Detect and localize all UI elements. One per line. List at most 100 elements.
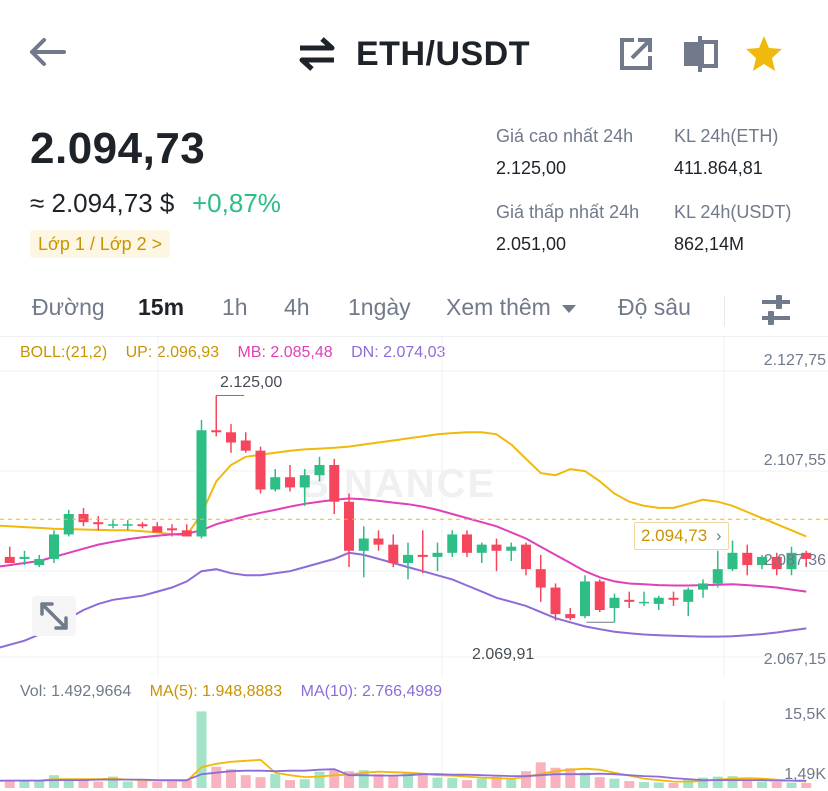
candle-body [521,544,531,570]
volume-bar [108,776,118,788]
candle-body [388,544,399,564]
vol-axis-label-1: 15,5K [784,706,826,723]
share-icon [620,38,652,70]
tab-divider [724,296,725,326]
volume-bar [580,772,590,788]
volume-bar [757,781,767,788]
candle-body [491,544,502,551]
tab-line[interactable]: Đường [32,294,105,320]
candle-body [565,614,576,619]
candle-body [78,514,89,523]
candle-body [550,587,561,615]
volume-bar [403,772,413,788]
pair-title: ETH/USDT [356,34,530,73]
candle-body [167,528,177,531]
candle-body [255,450,266,490]
candle-body [344,501,354,551]
candle-body [63,514,74,535]
chevron-right-icon: › [715,526,722,545]
volume-bar [4,780,15,788]
tab-depth[interactable]: Độ sâu [618,294,691,320]
volume-bar [196,711,207,788]
volume-bar [285,780,295,788]
volume-chart[interactable] [0,700,828,791]
candle-body [358,538,369,551]
candle-body [196,430,207,537]
layer-link[interactable]: Lớp 1 / Lớp 2 > [30,230,171,258]
volume-bar [624,781,635,788]
split-layout-icon [684,36,718,72]
candle-body [462,534,472,553]
candle-body [712,569,723,584]
high-24h-value: 2.125,00 [496,158,567,178]
boll-legend: BOLL:(21,2) UP: 2.096,93 MB: 2.085,48 DN… [20,344,459,362]
volume-bar [712,776,723,788]
volume-bar [476,778,487,788]
candle-body [299,475,310,488]
boll-mb-value: MB: 2.085,48 [237,344,333,361]
volume-bar [639,782,649,788]
tab-1d[interactable]: 1ngày [348,294,411,320]
boll-middle-line [0,497,807,593]
volume-bar [270,774,281,788]
volume-bar [594,777,605,788]
volume-bar [609,778,620,788]
candle-body [49,534,59,559]
vol-axis-label-2: 1,49K [784,766,826,783]
candle-body [742,552,753,566]
expand-diagonal-icon [40,602,68,630]
candle-body [771,556,782,570]
favorite-button[interactable] [742,32,786,76]
current-price-tag[interactable]: 2.094,73 › [634,522,729,550]
candlestick-chart[interactable] [0,337,828,677]
candle-body [403,554,413,564]
tab-more[interactable]: Xem thêm [446,294,577,321]
candle-body [535,569,546,588]
candle-body [801,552,812,559]
candle-body [594,581,605,611]
volume-bar [19,781,30,788]
interval-tabs: Đường 15m 1h 4h 1ngày Xem thêm Độ sâu [0,286,828,334]
volume-bar [491,776,502,788]
candle-body [624,599,635,602]
layout-button[interactable] [680,34,720,74]
pair-selector[interactable]: ETH/USDT [296,30,530,78]
top-bar: ETH/USDT [0,0,828,110]
tab-more-label: Xem thêm [446,294,551,320]
volume-bar [447,778,458,788]
volume-legend: Vol: 1.492,9664 MA(5): 1.948,8883 MA(10)… [20,683,456,701]
candle-body [4,556,15,564]
fullscreen-button[interactable] [32,596,76,636]
back-button[interactable] [26,32,70,72]
candle-body [108,524,118,526]
volume-bar [417,774,428,788]
candle-body [211,430,222,433]
volume-bar [358,770,369,788]
low-marker-label: 2.069,91 [472,646,535,663]
volume-bar [93,781,104,788]
boll-up-value: UP: 2.096,93 [125,344,220,361]
volume-bar [211,766,222,788]
tab-1h[interactable]: 1h [222,294,248,320]
volume-bar [122,781,133,788]
tab-15m[interactable]: 15m [138,294,185,320]
volume-bar [506,779,517,788]
axis-label-1: 2.127,75 [763,352,826,369]
candle-body [314,464,325,476]
share-button[interactable] [616,34,656,74]
candle-body [580,581,590,617]
chart-settings-button[interactable] [756,290,796,330]
candle-body [373,538,384,545]
tabs-separator [0,336,828,337]
vol-quote-label: KL 24h(USDT) [674,202,792,222]
back-arrow-icon [30,38,66,66]
boll-lower-line [0,551,807,649]
candle-body [786,552,797,570]
candle-body [757,556,767,566]
candle-body [447,534,458,553]
candle-body [152,526,163,533]
tab-4h[interactable]: 4h [284,294,310,320]
volume-bar [771,782,782,788]
volume-bar [550,767,561,788]
vol-base-value: 411.864,81 [674,158,763,178]
